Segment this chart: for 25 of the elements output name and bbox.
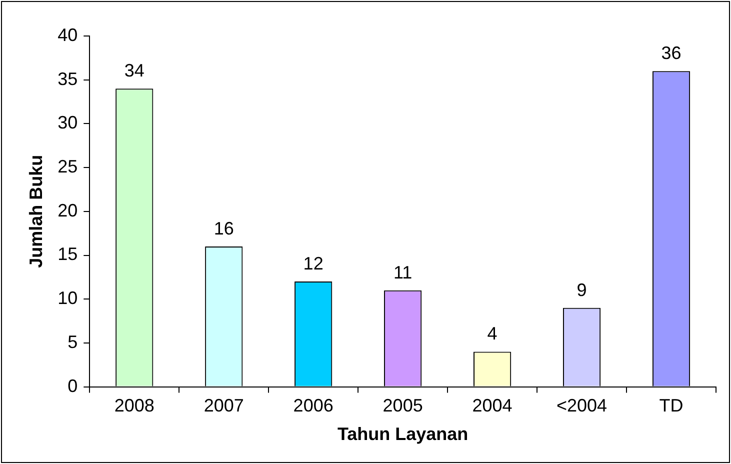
x-tick-label: TD [659, 396, 684, 416]
x-tick-label: 2005 [382, 396, 423, 416]
x-axis-title: Tahun Layanan [337, 424, 468, 444]
y-tick-label: 35 [58, 68, 78, 89]
y-tick-label: 10 [58, 288, 78, 308]
y-axis-title: Jumlah Buku [26, 154, 46, 268]
x-tick-label: <2004 [556, 396, 608, 416]
x-tick-label: 2007 [204, 396, 244, 416]
x-tick-label: 2004 [472, 396, 512, 416]
y-tick-label: 20 [58, 200, 78, 220]
data-label: 34 [124, 60, 144, 81]
data-label: 4 [487, 324, 498, 344]
data-label: 11 [393, 262, 412, 282]
y-tick-label: 30 [58, 112, 78, 133]
data-label: 12 [303, 254, 324, 274]
x-tick-label: 2006 [293, 396, 334, 416]
x-tick-label: 2008 [114, 396, 154, 416]
y-tick-label: 25 [58, 156, 78, 177]
data-label: 9 [576, 280, 587, 300]
y-tick-label: 5 [68, 332, 78, 352]
data-label: 36 [661, 43, 682, 64]
y-tick-label: 15 [58, 244, 78, 264]
y-tick-label: 40 [58, 24, 78, 45]
y-tick-label: 0 [68, 376, 78, 396]
data-label: 16 [214, 218, 234, 238]
